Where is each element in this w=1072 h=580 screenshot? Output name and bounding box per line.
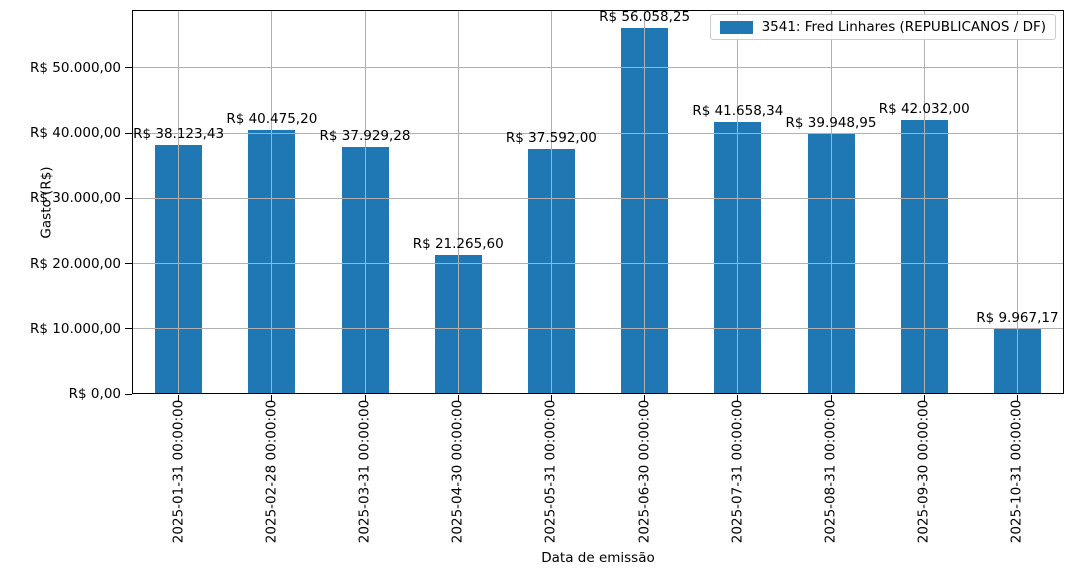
y-gridline <box>132 328 1064 330</box>
x-tick-mark <box>271 395 273 401</box>
bar-value-label: R$ 39.948,95 <box>785 114 877 131</box>
legend-label: 3541: Fred Linhares (REPUBLICANOS / DF) <box>761 19 1046 35</box>
bar-value-label: R$ 21.265,60 <box>412 236 504 253</box>
x-tick-label: 2025-07-31 00:00:00 <box>729 399 746 543</box>
x-tick-label: 2025-08-31 00:00:00 <box>822 399 839 543</box>
y-tick-mark <box>125 328 132 330</box>
bar-value-label: R$ 37.592,00 <box>505 129 597 146</box>
x-tick-mark <box>1016 395 1018 401</box>
x-tick-mark <box>737 395 739 401</box>
y-tick-mark <box>125 197 132 199</box>
bar-value-label: R$ 38.123,43 <box>133 126 225 143</box>
x-tick-label: 2025-01-31 00:00:00 <box>170 399 187 543</box>
x-gridline <box>644 10 646 394</box>
y-gridline <box>132 197 1064 199</box>
y-gridline <box>132 132 1064 134</box>
bar-value-label: R$ 9.967,17 <box>976 310 1059 326</box>
x-tick-label: 2025-09-30 00:00:00 <box>915 399 932 543</box>
y-tick-label: R$ 20.000,00 <box>30 255 121 272</box>
x-tick-mark <box>644 395 646 401</box>
y-tick-mark <box>125 393 132 395</box>
x-gridline <box>923 10 925 394</box>
bar-value-label: R$ 40.475,20 <box>226 111 318 128</box>
x-gridline <box>830 10 832 394</box>
x-gridline <box>364 10 366 394</box>
bar-value-label: R$ 37.929,28 <box>319 127 411 144</box>
y-tick-label: R$ 30.000,00 <box>30 190 121 207</box>
y-tick-mark <box>125 132 132 134</box>
x-tick-label: 2025-05-31 00:00:00 <box>542 399 559 543</box>
x-tick-mark <box>830 395 832 401</box>
x-axis-label: Data de emissão <box>541 550 655 566</box>
x-tick-mark <box>923 395 925 401</box>
x-gridline <box>1016 10 1018 394</box>
y-tick-label: R$ 50.000,00 <box>30 59 121 76</box>
y-tick-label: R$ 10.000,00 <box>30 320 121 337</box>
x-tick-mark <box>457 395 459 401</box>
bar-value-label: R$ 42.032,00 <box>878 100 970 117</box>
legend: 3541: Fred Linhares (REPUBLICANOS / DF) <box>709 14 1056 40</box>
x-tick-label: 2025-03-31 00:00:00 <box>356 399 373 543</box>
x-gridline <box>737 10 739 394</box>
y-tick-label: R$ 40.000,00 <box>30 125 121 142</box>
y-tick-mark <box>125 67 132 69</box>
bar-value-label: R$ 56.058,25 <box>599 9 691 26</box>
x-tick-label: 2025-02-28 00:00:00 <box>263 399 280 543</box>
x-tick-label: 2025-06-30 00:00:00 <box>636 399 653 543</box>
legend-swatch <box>719 20 753 34</box>
bar-value-label: R$ 41.658,34 <box>692 103 784 120</box>
x-tick-mark <box>550 395 552 401</box>
y-gridline <box>132 263 1064 265</box>
y-tick-label: R$ 0,00 <box>68 386 121 402</box>
y-gridline <box>132 67 1064 69</box>
y-tick-mark <box>125 263 132 265</box>
x-tick-mark <box>178 395 180 401</box>
x-tick-mark <box>364 395 366 401</box>
x-gridline <box>271 10 273 394</box>
x-gridline <box>178 10 180 394</box>
x-tick-label: 2025-10-31 00:00:00 <box>1008 399 1025 543</box>
x-gridline <box>550 10 552 394</box>
x-gridline <box>457 10 459 394</box>
x-tick-label: 2025-04-30 00:00:00 <box>449 399 466 543</box>
